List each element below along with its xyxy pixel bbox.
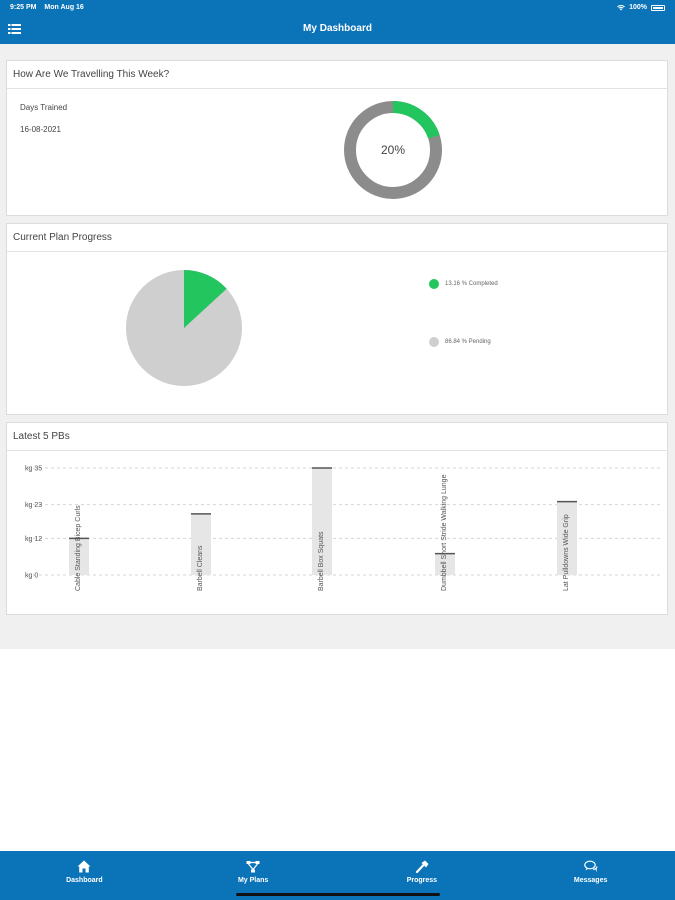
pie-completed-slice	[184, 270, 227, 328]
pb-category-label: Cable Standing Bicep Curls	[75, 505, 82, 591]
days-trained-donut: 20%	[343, 99, 443, 201]
pb-bar	[435, 553, 455, 575]
latest-pbs-title: Latest 5 PBs	[7, 423, 667, 451]
status-time-date: 9:25 PM Mon Aug 16	[10, 4, 84, 11]
chat-icon	[583, 860, 598, 872]
battery-icon	[651, 4, 665, 11]
status-indicators: 100%	[617, 4, 665, 11]
plan-progress-pie	[124, 268, 244, 388]
latest-pbs-card: Latest 5 PBs kg 0 kg 12 kg 23 kg 35 Cable St…	[6, 422, 668, 615]
donut-percent-label: 20%	[380, 143, 406, 157]
nav-progress[interactable]: Progress	[338, 851, 507, 900]
page-title: My Dashboard	[303, 23, 372, 34]
chart-tick-label: kg 0	[25, 573, 38, 580]
status-date: Mon Aug 16	[44, 4, 84, 11]
nav-dashboard[interactable]: Dashboard	[0, 851, 169, 900]
nav-messages[interactable]: Messages	[506, 851, 675, 900]
week-date: 16-08-2021	[20, 125, 61, 134]
share-nodes-icon	[246, 861, 260, 873]
nav-progress-label: Progress	[406, 877, 438, 884]
pb-category-label: Barbell Cleans	[197, 545, 204, 591]
menu-list-icon[interactable]	[8, 24, 21, 34]
pb-category-label: Barbell Box Squats	[318, 531, 325, 591]
pb-bar	[557, 501, 577, 575]
legend-completed-label: 13.16 % Completed	[445, 281, 498, 287]
battery-percent: 100%	[629, 4, 647, 11]
bottom-nav: Dashboard My Plans Progress Messages	[0, 851, 675, 900]
plan-progress-card: Current Plan Progress 13.16 % Completed …	[6, 223, 668, 415]
chart-tick-label: kg 23	[25, 502, 42, 509]
weekly-progress-card: How Are We Travelling This Week? Days Tr…	[6, 60, 668, 216]
legend-pending: 86.84 % Pending	[429, 337, 491, 347]
pb-bar-chart: kg 0 kg 12 kg 23 kg 35 Cable Standing Bicep …	[25, 466, 663, 591]
status-bar: 9:25 PM Mon Aug 16 100%	[0, 0, 675, 16]
plan-progress-title: Current Plan Progress	[7, 224, 667, 252]
pb-bar	[69, 538, 89, 575]
nav-my-plans-label: My Plans	[237, 877, 269, 884]
pb-bar	[191, 513, 211, 575]
legend-pending-dot	[429, 337, 439, 347]
home-indicator	[236, 893, 440, 896]
nav-my-plans[interactable]: My Plans	[169, 851, 338, 900]
hammer-icon	[415, 860, 429, 873]
status-time: 9:25 PM	[10, 4, 37, 11]
pb-category-label: Lat Pulldowns Wide Grip	[563, 514, 570, 591]
weekly-progress-title: How Are We Travelling This Week?	[7, 61, 667, 89]
nav-dashboard-label: Dashboard	[66, 877, 103, 884]
wifi-icon	[617, 4, 625, 10]
days-trained-label: Days Trained	[20, 103, 68, 112]
top-bar: 9:25 PM Mon Aug 16 100% My Dashboard	[0, 0, 675, 44]
legend-pending-label: 86.84 % Pending	[445, 339, 491, 345]
pb-category-label: Dumbbell Short Stride Walking Lunge	[441, 474, 448, 591]
legend-completed-dot	[429, 279, 439, 289]
home-icon	[77, 860, 91, 873]
nav-messages-label: Messages	[573, 877, 608, 884]
chart-tick-label: kg 35	[25, 466, 42, 473]
legend-completed: 13.16 % Completed	[429, 279, 498, 289]
chart-tick-label: kg 12	[25, 536, 42, 543]
pb-bar	[312, 468, 332, 575]
donut-progress-arc	[392, 101, 440, 139]
